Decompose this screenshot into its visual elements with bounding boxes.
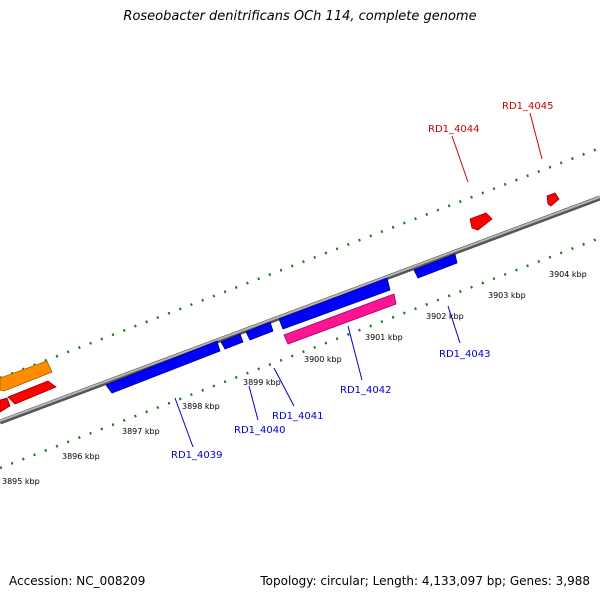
tick-label: 3901 kbp: [365, 333, 403, 342]
gene-arrow-left-orange[interactable]: [0, 360, 53, 392]
gene-arrow-rd1-4041[interactable]: [245, 321, 274, 341]
genome-summary-text: Topology: circular; Length: 4,133,097 bp…: [260, 574, 590, 588]
gene-label-rd1-4040[interactable]: RD1_4040: [234, 425, 285, 436]
label-leaders: [174, 112, 543, 448]
gene-label-rd1-4044[interactable]: RD1_4044: [428, 124, 479, 135]
tick-label: 3896 kbp: [62, 452, 100, 461]
genome-backbone: [0, 195, 600, 425]
gene-label-rd1-4043[interactable]: RD1_4043: [439, 349, 490, 360]
accession-text: Accession: NC_008209: [9, 574, 146, 588]
gene-arrow-rd1-4040[interactable]: [220, 333, 244, 350]
gene-arrow-rd1-4043[interactable]: [413, 253, 458, 279]
gene-label-rd1-4041[interactable]: RD1_4041: [272, 411, 323, 422]
reverse-genes: [105, 253, 458, 394]
gene-arrow-rd1-4041-long[interactable]: [278, 277, 391, 330]
gene-arrow-rd1-4042[interactable]: [283, 293, 397, 345]
gene-arrow-left-red-1[interactable]: [7, 380, 57, 405]
inner-tick-track: [0, 236, 600, 470]
tick-labels: 3895 kbp 3896 kbp 3897 kbp 3898 kbp 3899…: [2, 270, 587, 486]
gene-arrow-rd1-4045[interactable]: [546, 192, 560, 207]
tick-label: 3902 kbp: [426, 312, 464, 321]
tick-label: 3900 kbp: [304, 355, 342, 364]
gene-label-rd1-4039[interactable]: RD1_4039: [171, 450, 222, 461]
gene-arrow-left-red-2[interactable]: [0, 397, 11, 413]
gene-label-rd1-4045[interactable]: RD1_4045: [502, 101, 553, 112]
gene-arrow-rd1-4039[interactable]: [105, 340, 221, 394]
tick-label: 3898 kbp: [182, 402, 220, 411]
gene-labels: RD1_4045 RD1_4044 RD1_4043 RD1_4042 RD1_…: [171, 101, 553, 461]
gene-label-rd1-4042[interactable]: RD1_4042: [340, 385, 391, 396]
tick-label: 3903 kbp: [488, 291, 526, 300]
tick-label: 3895 kbp: [2, 477, 40, 486]
outer-tick-track: [0, 146, 600, 380]
gene-arrow-rd1-4044[interactable]: [469, 212, 493, 231]
tick-label: 3899 kbp: [243, 378, 281, 387]
map-title: Roseobacter denitrificans OCh 114, compl…: [123, 9, 477, 24]
tick-label: 3897 kbp: [122, 427, 160, 436]
tick-label: 3904 kbp: [549, 270, 587, 279]
forward-genes: [0, 192, 560, 413]
